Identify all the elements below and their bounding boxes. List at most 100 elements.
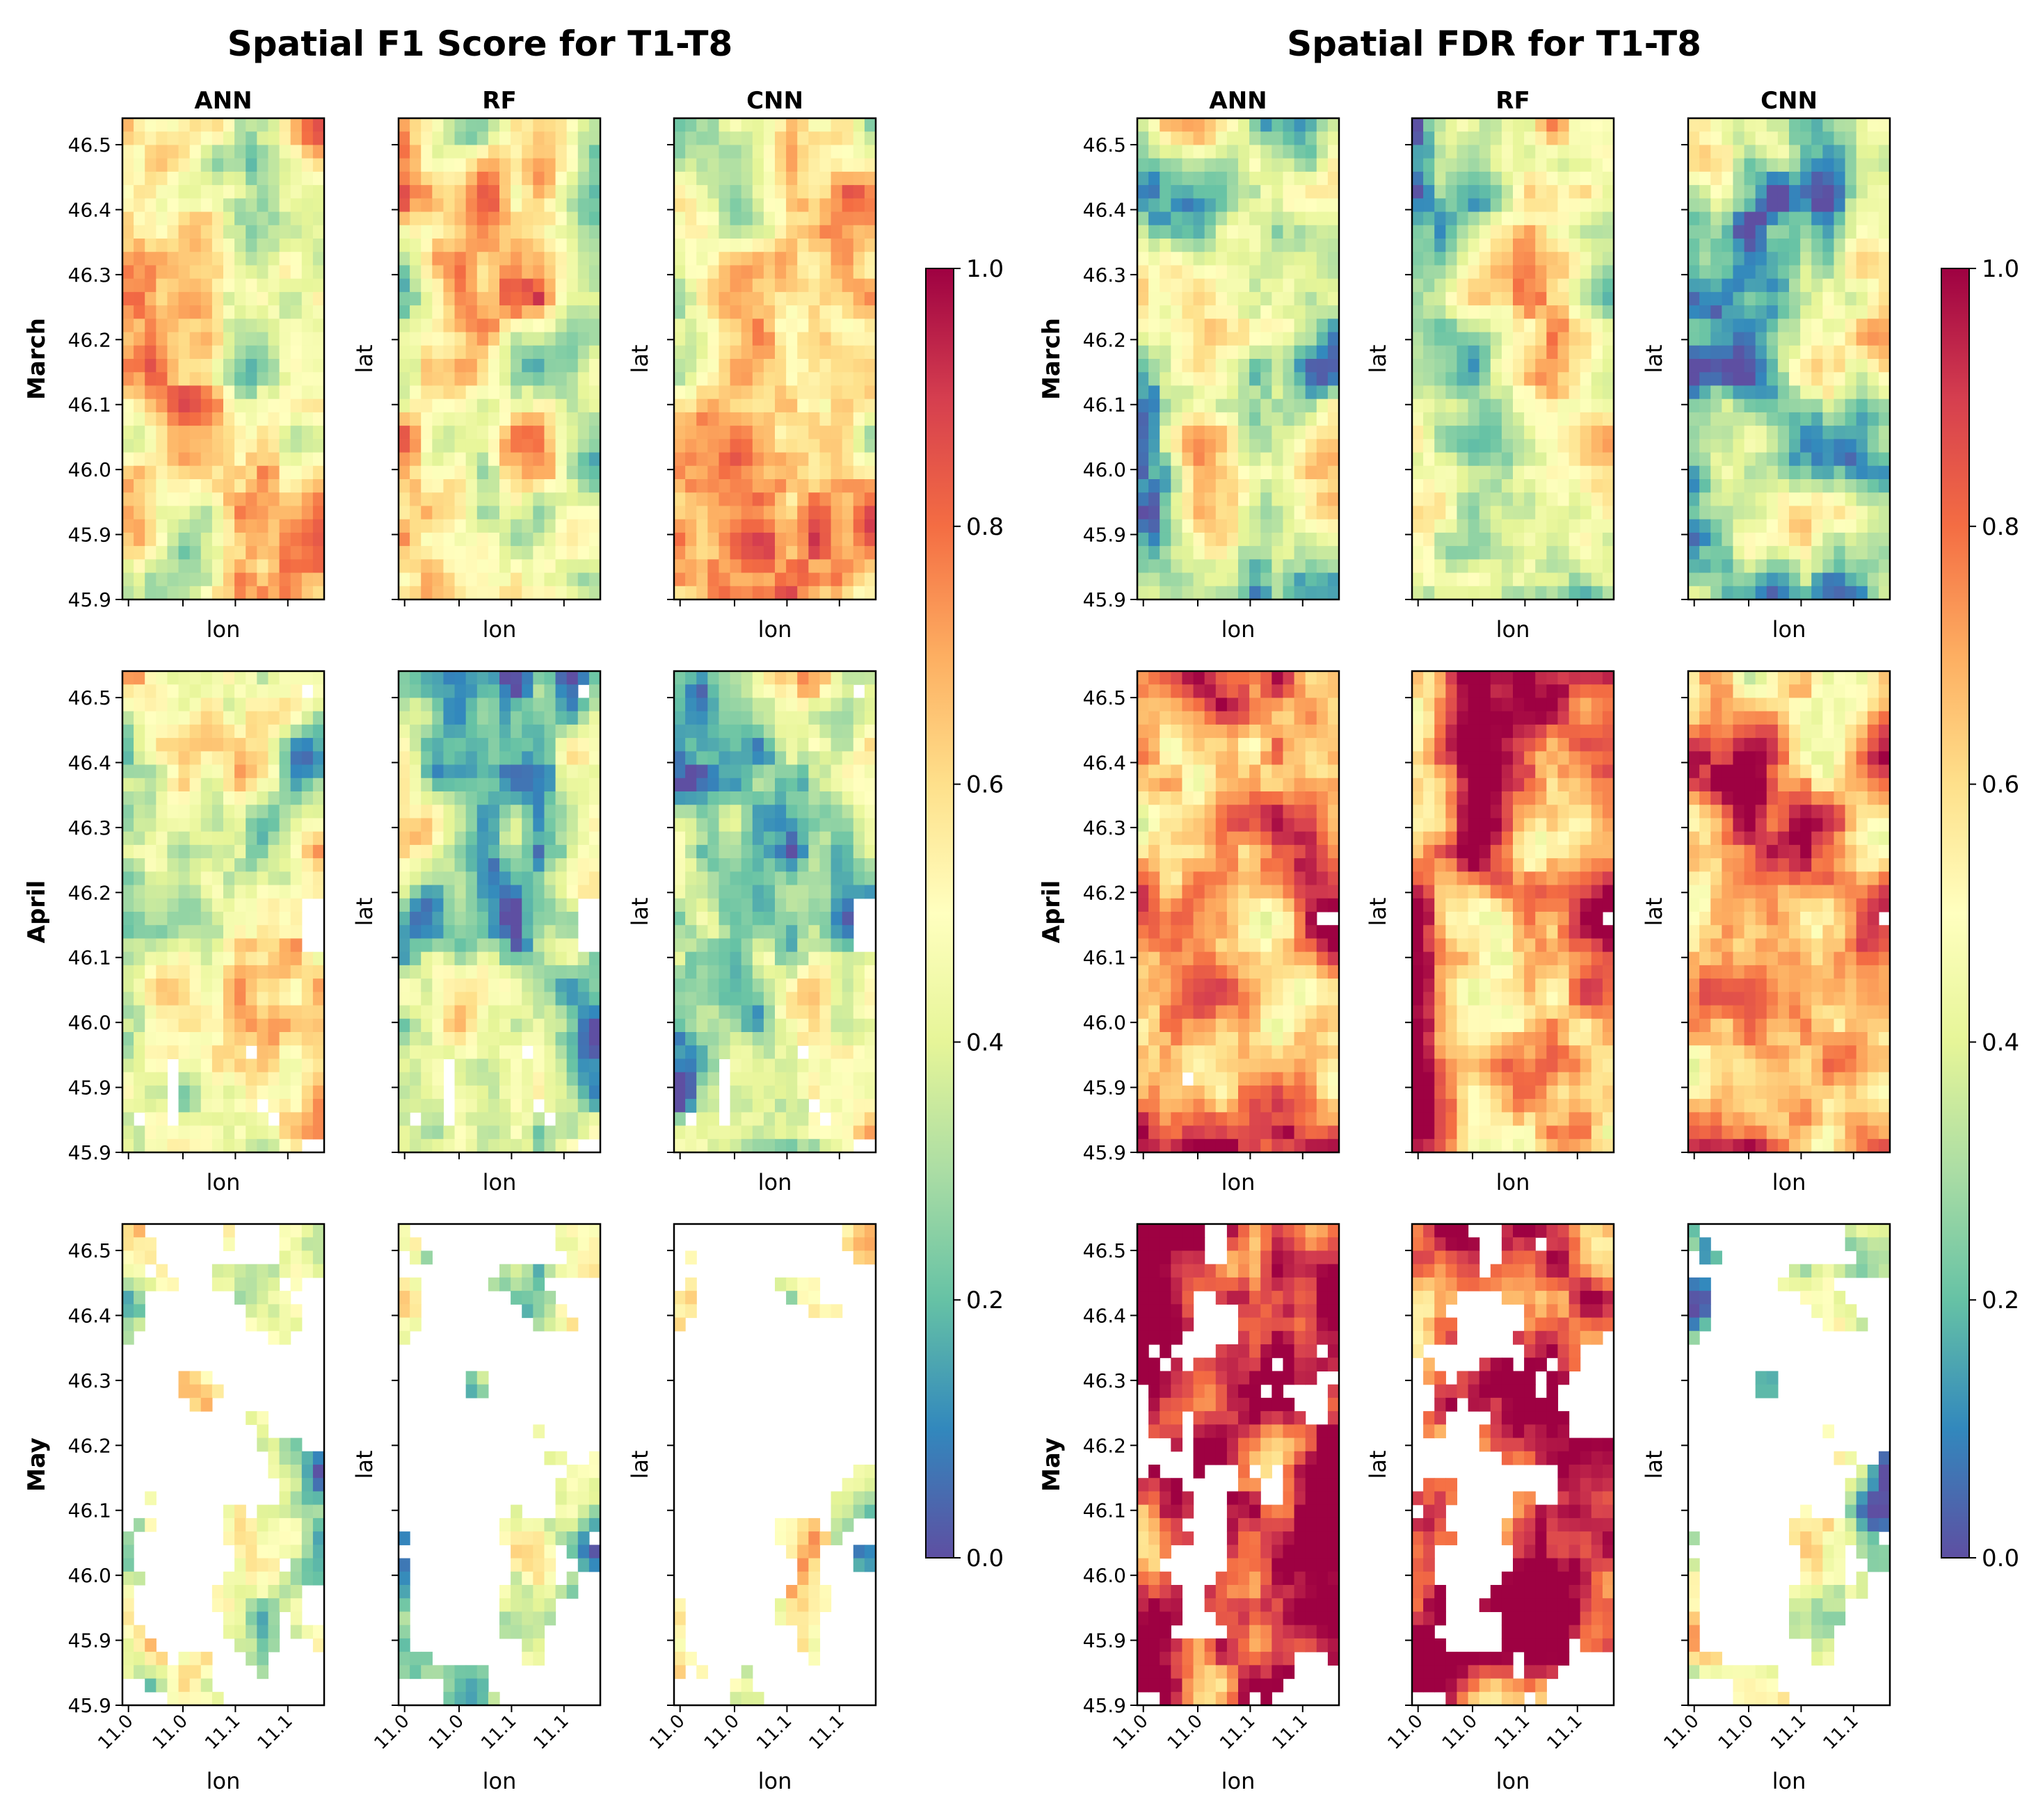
- heatmap-cell: [842, 778, 854, 792]
- heatmap-cell: [831, 345, 843, 360]
- heatmap-cell: [156, 938, 168, 953]
- heatmap-cell: [566, 671, 579, 685]
- heatmap-cell: [156, 479, 168, 493]
- heatmap-cell: [696, 398, 708, 413]
- heatmap-cell: [752, 479, 764, 493]
- heatmap-cell: [399, 118, 410, 132]
- heatmap-cell: [312, 1032, 324, 1046]
- heatmap-cell: [246, 118, 257, 132]
- heatmap-cell: [156, 532, 168, 547]
- heatmap-cell: [476, 1125, 489, 1140]
- heatmap-cell: [797, 1291, 809, 1305]
- heatmap-cell: [719, 265, 731, 280]
- heatmap-cell: [145, 724, 157, 739]
- heatmap-cell: [421, 871, 433, 886]
- heatmap-cell: [775, 684, 787, 699]
- heatmap-cell: [1137, 305, 1149, 319]
- heatmap-cell: [1193, 452, 1205, 467]
- heatmap-cell: [786, 885, 798, 899]
- heatmap-cell: [476, 305, 489, 319]
- heatmap-cell: [1316, 426, 1329, 440]
- heatmap-cell: [279, 559, 291, 574]
- heatmap-cell: [853, 791, 865, 805]
- heatmap-cell: [167, 738, 179, 752]
- heatmap-cell: [544, 965, 556, 979]
- heatmap-cell: [555, 1491, 568, 1506]
- heatmap-cell: [200, 158, 213, 172]
- heatmap-cell: [533, 1611, 545, 1626]
- heatmap-cell: [730, 1085, 742, 1100]
- heatmap-cell: [301, 291, 314, 306]
- heatmap-cell: [1294, 398, 1306, 413]
- heatmap-cell: [268, 426, 280, 440]
- heatmap-cell: [588, 844, 600, 859]
- heatmap-cell: [1204, 211, 1217, 226]
- heatmap-cell: [864, 805, 876, 819]
- panel-frame: [121, 1223, 326, 1707]
- heatmap-cell: [864, 291, 876, 306]
- heatmap-cell: [488, 1277, 500, 1291]
- heatmap-cell: [522, 559, 534, 574]
- heatmap-cell: [454, 145, 467, 159]
- heatmap-cell: [808, 1005, 821, 1020]
- heatmap-cell: [566, 465, 579, 480]
- heatmap-cell: [234, 359, 246, 373]
- heatmap-cell: [544, 1138, 556, 1152]
- heatmap-cell: [522, 412, 534, 426]
- heatmap-cell: [167, 791, 179, 805]
- heatmap-cell: [1148, 426, 1160, 440]
- heatmap-cell: [786, 805, 798, 819]
- heatmap-cell: [268, 791, 280, 805]
- heatmap-cell: [1204, 278, 1217, 293]
- heatmap-cell: [1305, 291, 1317, 306]
- heatmap-cell: [831, 791, 843, 805]
- heatmap-cell: [443, 532, 456, 547]
- heatmap-cell: [831, 671, 843, 685]
- heatmap-cell: [588, 698, 600, 712]
- heatmap-cell: [730, 925, 742, 940]
- heatmap-cell: [1226, 426, 1239, 440]
- heatmap-cell: [279, 992, 291, 1006]
- heatmap-cell: [808, 885, 821, 899]
- heatmap-cell: [488, 506, 500, 520]
- heatmap-cell: [566, 572, 579, 587]
- heatmap-cell: [290, 1317, 303, 1332]
- heatmap-cell: [577, 951, 590, 966]
- heatmap-cell: [544, 738, 556, 752]
- heatmap-cell: [555, 1451, 568, 1465]
- heatmap-cell: [122, 1125, 134, 1140]
- heatmap-cell: [1226, 265, 1239, 280]
- heatmap-cell: [696, 171, 708, 186]
- heatmap-cell: [588, 345, 600, 360]
- heatmap-cell: [257, 1571, 269, 1586]
- heatmap-cell: [301, 1264, 314, 1278]
- heatmap-cell: [399, 871, 410, 886]
- heatmap-cell: [566, 791, 579, 805]
- heatmap-cell: [268, 1330, 280, 1345]
- heatmap-cell: [134, 1005, 145, 1020]
- heatmap-cell: [730, 452, 742, 467]
- heatmap-cell: [842, 751, 854, 766]
- heatmap-cell: [156, 1112, 168, 1127]
- heatmap-cell: [819, 291, 832, 306]
- heatmap-cell: [696, 684, 708, 699]
- heatmap-cell: [268, 291, 280, 306]
- heatmap-cell: [268, 724, 280, 739]
- heatmap-cell: [246, 185, 257, 199]
- heatmap-cell: [145, 171, 157, 186]
- heatmap-cell: [763, 711, 776, 725]
- heatmap-cell: [533, 1112, 545, 1127]
- heatmap-cell: [246, 1571, 257, 1586]
- heatmap-cell: [555, 1237, 568, 1252]
- heatmap-cell: [707, 225, 720, 239]
- heatmap-cell: [797, 372, 809, 387]
- heatmap-cell: [763, 171, 776, 186]
- heatmap-cell: [476, 1691, 489, 1705]
- heatmap-cell: [819, 1005, 832, 1020]
- heatmap-cell: [763, 532, 776, 547]
- heatmap-cell: [290, 1517, 303, 1532]
- heatmap-cell: [223, 711, 235, 725]
- heatmap-cell: [566, 239, 579, 252]
- heatmap-cell: [1327, 158, 1339, 172]
